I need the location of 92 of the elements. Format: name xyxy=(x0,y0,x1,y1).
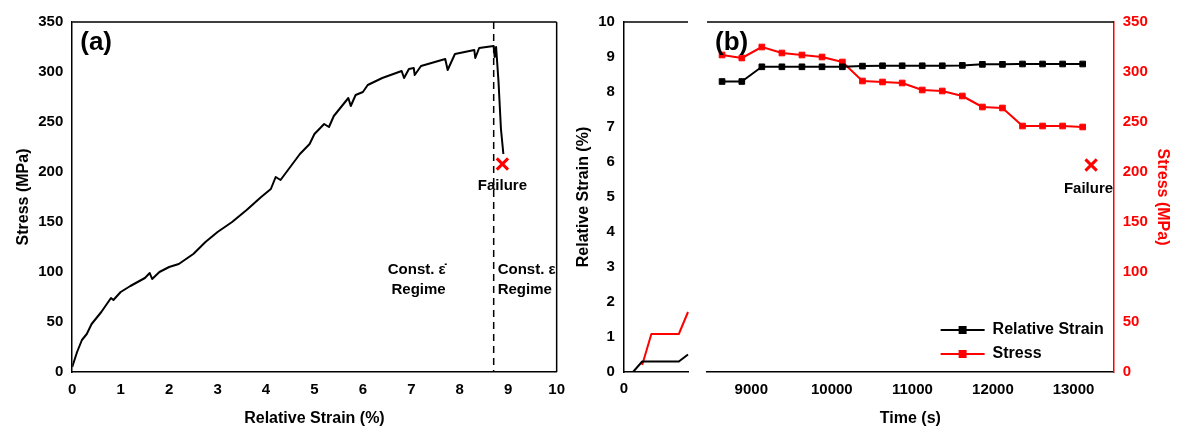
point xyxy=(1039,60,1046,68)
x-tick-label: 1 xyxy=(116,380,125,398)
point xyxy=(758,43,766,51)
point xyxy=(798,63,806,71)
y-tick-label: 1 xyxy=(606,327,615,345)
point xyxy=(979,61,986,68)
y2-tick-label: 100 xyxy=(1122,262,1148,280)
annotation: (a) xyxy=(80,26,113,57)
y-axis-title: Relative Strain (%) xyxy=(574,126,592,268)
point xyxy=(979,103,986,111)
x-tick-label: 6 xyxy=(358,380,368,398)
y-tick-label: 10 xyxy=(598,12,615,30)
point xyxy=(778,63,786,71)
point xyxy=(898,62,906,70)
point xyxy=(1059,122,1066,130)
point xyxy=(778,49,786,57)
annotation: Const. ε̇ Regime xyxy=(387,259,448,297)
y-tick-label: 250 xyxy=(38,112,64,130)
point xyxy=(918,62,926,70)
y-tick-label: 4 xyxy=(606,222,616,240)
point xyxy=(859,62,866,70)
point xyxy=(1079,60,1087,68)
annotation: Failure xyxy=(477,175,527,193)
y2-tick-label: 250 xyxy=(1122,112,1148,130)
point xyxy=(818,63,826,71)
point xyxy=(879,78,886,86)
y-tick-label: 100 xyxy=(38,262,64,280)
point xyxy=(718,78,726,85)
annotation: Failure xyxy=(1063,178,1114,196)
point xyxy=(1059,60,1066,68)
y2-tick-label: 150 xyxy=(1122,212,1148,230)
x-tick-label: 10000 xyxy=(810,380,853,398)
y2-tick-label: 300 xyxy=(1122,62,1148,80)
x-tick-label: 11000 xyxy=(891,380,933,398)
x-tick-label: 7 xyxy=(407,380,416,398)
annotation: Const. ε Regime xyxy=(497,259,556,297)
y-tick-label: 7 xyxy=(606,117,615,135)
y-tick-label: 6 xyxy=(606,152,615,170)
point xyxy=(999,61,1006,68)
point xyxy=(879,62,886,70)
point xyxy=(1039,122,1046,130)
y2-tick-label: 0 xyxy=(1122,362,1132,380)
y2-tick-label: 50 xyxy=(1122,312,1140,330)
x-tick-label: 9000 xyxy=(734,380,768,398)
y-tick-label: 2 xyxy=(606,292,615,310)
y-tick-label: 9 xyxy=(606,47,615,65)
point xyxy=(859,77,866,85)
x-tick-label: 2 xyxy=(164,380,174,398)
point xyxy=(1079,123,1087,131)
x-tick-label: 13000 xyxy=(1052,380,1095,398)
legend-label: Stress xyxy=(992,344,1042,362)
point xyxy=(1083,157,1099,173)
point xyxy=(938,62,946,70)
y-tick-label: 5 xyxy=(606,187,615,205)
y-tick-label: 0 xyxy=(606,362,615,380)
point xyxy=(818,53,826,61)
point xyxy=(798,51,806,59)
y-tick-label: 350 xyxy=(38,12,64,30)
y-tick-label: 8 xyxy=(606,82,615,100)
x-tick-label: 0 xyxy=(68,380,77,398)
annotation: (b) xyxy=(715,26,749,57)
x-tick-label: 4 xyxy=(261,380,271,398)
point xyxy=(758,63,766,71)
y-tick-label: 3 xyxy=(606,257,615,275)
point xyxy=(898,79,906,87)
point xyxy=(938,87,946,95)
point xyxy=(959,62,966,69)
y2-tick-label: 350 xyxy=(1122,12,1148,30)
point xyxy=(959,92,966,100)
y2-axis-title: Stress (MPa) xyxy=(1154,148,1172,246)
x-tick-label: 8 xyxy=(455,380,464,398)
point xyxy=(1019,122,1026,130)
legend-label: Relative Strain xyxy=(992,320,1104,338)
y2-tick-label: 200 xyxy=(1122,162,1148,180)
point xyxy=(918,86,926,94)
x-tick-label: 9 xyxy=(504,380,513,398)
y-tick-label: 150 xyxy=(38,212,64,230)
y-tick-label: 50 xyxy=(46,312,64,330)
y-tick-label: 300 xyxy=(38,62,64,80)
x-tick-label: 10 xyxy=(548,380,565,398)
point xyxy=(839,63,846,71)
y-tick-label: 200 xyxy=(38,162,64,180)
x-tick-label: 5 xyxy=(310,380,319,398)
point xyxy=(1019,60,1026,68)
x-axis-title: Time (s) xyxy=(879,408,941,426)
y-axis-title: Stress (MPa) xyxy=(14,148,32,246)
y-tick-label: 0 xyxy=(54,362,64,380)
point xyxy=(738,78,746,85)
x-tick-label: 3 xyxy=(213,380,222,398)
x-axis-title: Relative Strain (%) xyxy=(244,408,385,426)
x-tick-label: 12000 xyxy=(972,380,1014,398)
point xyxy=(999,104,1006,112)
